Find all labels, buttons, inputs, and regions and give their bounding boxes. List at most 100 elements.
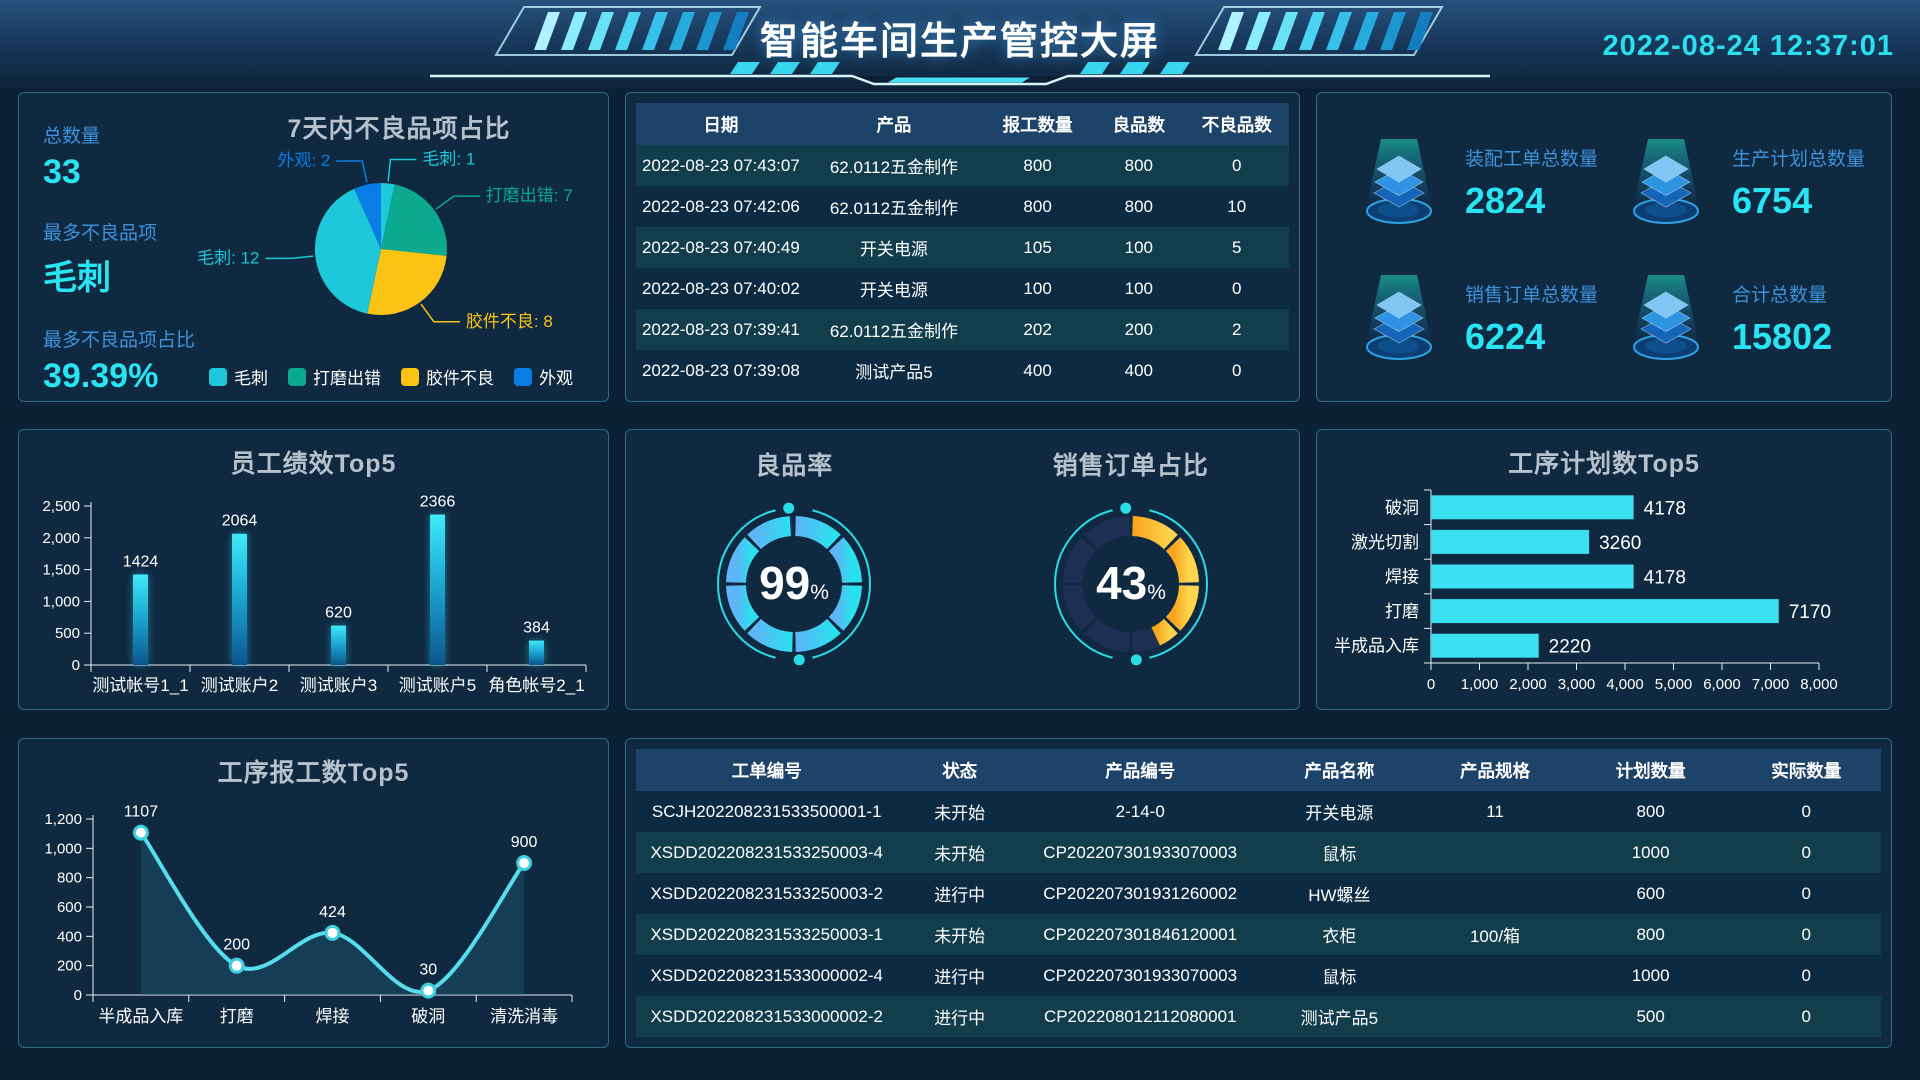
yield-gauge-chart: 99%: [684, 482, 904, 691]
panel-production-report: 日期 产品 报工数量 良品数 不良品数 2022-08-23 07:43:07 62.011…: [625, 92, 1300, 402]
table-row: XSDD202208231533000002-4 进行中 CP20220730193…: [636, 955, 1881, 996]
legend-label: 毛刺: [234, 369, 268, 388]
panel-work-orders: 工单编号 状态 产品编号 产品名称 产品规格 计划数量 实际数量 SCJH2022082315…: [625, 738, 1892, 1048]
svg-text:600: 600: [57, 899, 82, 916]
table-row: 2022-08-23 07:40:49 开关电源 105 100 5: [636, 227, 1289, 268]
svg-text:2,000: 2,000: [1509, 676, 1547, 693]
table-cell: 600: [1636, 883, 1665, 903]
kpi-top-defect-ratio: 最多不良品项占比 39.39%: [43, 325, 195, 396]
table-cell: 400: [1023, 360, 1052, 380]
table-row: 2022-08-23 07:39:41 62.0112五金制作 202 200 2: [636, 309, 1289, 350]
table-cell: 衣柜: [1322, 927, 1357, 946]
svg-text:毛刺: 12: 毛刺: 12: [197, 248, 259, 267]
table-cell: 进行中: [934, 968, 986, 987]
table-cell: XSDD202208231533250003-1: [650, 924, 883, 944]
svg-text:30: 30: [419, 962, 437, 979]
svg-text:1107: 1107: [124, 804, 159, 821]
svg-text:2220: 2220: [1549, 637, 1591, 658]
production-table: 日期 产品 报工数量 良品数 不良品数 2022-08-23 07:43:07 62.011…: [636, 103, 1289, 391]
legend-label: 胶件不良: [426, 369, 494, 388]
legend-label: 外观: [539, 369, 573, 388]
kpi-total: 总数量 33: [43, 121, 195, 192]
kpi-label: 总数量: [43, 126, 101, 147]
defect-pie-chart: 毛刺: 1 打磨出错: 7 胶件不良: 8 毛刺: 12 外观: 2: [185, 135, 599, 374]
layers-icon: [1614, 267, 1718, 371]
svg-text:400: 400: [57, 928, 82, 945]
layers-icon: [1347, 131, 1451, 235]
column-header: 日期: [636, 103, 806, 145]
svg-text:2,000: 2,000: [42, 530, 80, 547]
report-line-chart: 0 200 400 600 800 1,000 1,200 1107 半成品入库 200 打磨 424…: [27, 789, 602, 1047]
svg-text:6,000: 6,000: [1703, 676, 1741, 693]
column-header: 产品名称: [1258, 749, 1421, 791]
stat-value: 15802: [1732, 316, 1833, 357]
table-row: XSDD202208231533250003-1 未开始 CP20220730184…: [636, 914, 1881, 955]
svg-text:测试账户3: 测试账户3: [300, 676, 377, 695]
svg-text:5,000: 5,000: [1655, 676, 1693, 693]
stat-card-production-plans: 生产计划总数量 6754: [1614, 115, 1881, 251]
svg-text:打磨出错: 7: 打磨出错: 7: [486, 186, 573, 205]
table-cell: 进行中: [934, 1009, 986, 1028]
sales-gauge-box: 销售订单占比 43%: [963, 430, 1300, 709]
kpi-value: 毛刺: [43, 259, 111, 297]
table-cell: 测试产品5: [855, 363, 933, 382]
table-row: SCJH202208231533500001-1 未开始 2-14-0 开关电源 11 8…: [636, 791, 1881, 832]
table-cell: 800: [1636, 924, 1665, 944]
production-table-wrap: 日期 产品 报工数量 良品数 不良品数 2022-08-23 07:43:07 62.011…: [626, 93, 1299, 401]
svg-text:500: 500: [55, 625, 80, 642]
legend-item: 打磨出错: [288, 364, 381, 389]
table-cell: 11: [1486, 801, 1504, 821]
svg-text:2,500: 2,500: [42, 498, 80, 515]
svg-text:3260: 3260: [1599, 533, 1641, 554]
legend-item: 毛刺: [209, 364, 268, 389]
stat-value: 6754: [1732, 180, 1813, 221]
svg-text:4,000: 4,000: [1606, 676, 1644, 693]
svg-text:43%: 43%: [1096, 557, 1166, 609]
table-cell: 800: [1023, 155, 1052, 175]
svg-text:激光切割: 激光切割: [1351, 533, 1419, 552]
header-decoration: [430, 6, 1490, 86]
table-cell: 0: [1801, 883, 1812, 903]
table-cell: 1000: [1631, 965, 1670, 985]
table-cell: XSDD202208231533250003-4: [650, 842, 883, 862]
table-header-row: 日期 产品 报工数量 良品数 不良品数: [636, 103, 1289, 145]
defect-kpis: 总数量 33 最多不良品项 毛刺 最多不良品项占比 39.39%: [43, 121, 195, 401]
table-cell: 800: [1124, 155, 1153, 175]
panel-employee-performance: 员工绩效Top5 0 500 1,000 1,500 2,000 2,500 1424 测试帐…: [18, 429, 609, 710]
svg-text:0: 0: [1427, 676, 1435, 693]
table-cell: 202: [1023, 319, 1052, 339]
column-header: 产品: [805, 103, 983, 145]
sales-gauge-chart: 43%: [1021, 482, 1241, 691]
table-cell: CP202207301846120001: [1043, 924, 1238, 944]
table-cell: 2022-08-23 07:43:07: [641, 155, 800, 175]
table-cell: 100/箱: [1469, 927, 1521, 946]
svg-text:毛刺: 1: 毛刺: 1: [422, 149, 475, 168]
stat-card-total: 合计总数量 15802: [1614, 251, 1881, 387]
table-cell: [1420, 996, 1569, 1037]
table-cell: [1420, 832, 1569, 873]
clock: 2022-08-24 12:37:01: [1602, 30, 1894, 62]
table-cell: XSDD202208231533000002-4: [650, 965, 883, 985]
stat-value: 6224: [1465, 316, 1546, 357]
table-cell: 鼠标: [1322, 968, 1357, 987]
svg-text:焊接: 焊接: [316, 1007, 350, 1026]
svg-text:200: 200: [223, 937, 250, 954]
stat-card-sales-orders: 销售订单总数量 6224: [1347, 251, 1614, 387]
table-row: XSDD202208231533250003-2 进行中 CP20220730193…: [636, 873, 1881, 914]
svg-text:半成品入库: 半成品入库: [98, 1007, 183, 1026]
table-cell: 未开始: [934, 927, 986, 946]
table-cell: 0: [1232, 278, 1242, 298]
svg-text:99%: 99%: [759, 557, 829, 609]
table-cell: 100: [1124, 237, 1153, 257]
svg-text:破洞: 破洞: [1385, 498, 1419, 517]
kpi-label: 最多不良品项占比: [43, 330, 196, 351]
legend-swatch: [209, 367, 227, 386]
stat-label: 销售订单总数量: [1465, 285, 1599, 306]
svg-text:1,000: 1,000: [44, 840, 82, 857]
table-cell: CP202207301931260002: [1043, 883, 1238, 903]
table-cell: 0: [1801, 965, 1812, 985]
table-cell: 800: [1023, 196, 1052, 216]
kpi-value: 39.39%: [43, 357, 159, 395]
gauge-title: 良品率: [755, 452, 834, 480]
table-cell: XSDD202208231533000002-2: [650, 1006, 883, 1026]
